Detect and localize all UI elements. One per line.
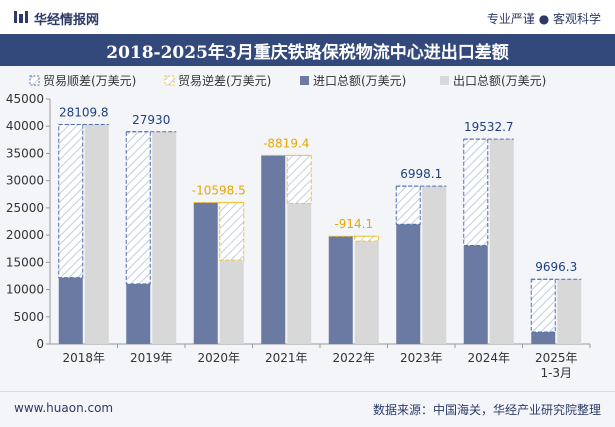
x-tick-label: 2018年 <box>62 351 105 365</box>
bar-export <box>489 139 514 344</box>
legend-item-import: 进口总额(万美元) <box>300 74 406 88</box>
y-tick-label: 10000 <box>6 283 44 297</box>
bar-import <box>463 245 488 344</box>
x-tick-label: 2023年 <box>400 351 443 365</box>
bar-deficit <box>286 154 312 204</box>
bar-export <box>84 124 109 344</box>
balance-boxes: 28109.8 27930 -10598.5 -8819.4 -914.1 6998.1 1… <box>58 106 582 333</box>
balance-value-label: 27930 <box>132 113 170 127</box>
bar-export <box>354 241 379 344</box>
bar-deficit <box>219 201 245 261</box>
website-link[interactable]: www.huaon.com <box>14 401 114 415</box>
bar-import <box>396 224 421 344</box>
slogan: 专业严谨 ● 客观科学 <box>486 12 601 26</box>
x-tick-label: 2020年 <box>197 351 240 365</box>
balance-value-label: 28109.8 <box>59 106 109 120</box>
x-tick-label: 2022年 <box>332 351 375 365</box>
y-tick-label: 0 <box>36 337 44 351</box>
legend-label-import: 进口总额(万美元) <box>313 74 406 88</box>
bar-import <box>261 155 286 344</box>
x-tick-label: 2021年 <box>265 351 308 365</box>
bar-surplus <box>58 124 84 279</box>
y-tick-label: 45000 <box>6 92 44 106</box>
legend-swatch-export <box>440 76 449 85</box>
footer-divider <box>0 391 615 392</box>
bar-surplus <box>125 131 151 285</box>
legend-swatch-deficit <box>164 75 175 86</box>
bar-export <box>219 260 244 344</box>
chart-title: 2018-2025年3月重庆铁路保税物流中心进出口差额 <box>106 43 509 63</box>
bar-deficit <box>354 235 380 242</box>
balance-value-label: -914.1 <box>334 217 373 231</box>
legend-label-deficit: 贸易逆差(万美元) <box>178 73 271 88</box>
bar-export <box>287 203 312 344</box>
y-tick-label: 30000 <box>6 174 44 188</box>
x-tick-label: 2019年 <box>130 351 173 365</box>
legend-label-surplus: 贸易顺差(万美元) <box>43 74 136 88</box>
x-tick-label: 2025年 1-3月 <box>535 351 578 380</box>
chart-legend: 贸易顺差(万美元) 贸易逆差(万美元) 进口总额(万美元) 出口总额(万美元) <box>29 73 546 88</box>
bar-export <box>422 186 447 344</box>
legend-label-export: 出口总额(万美元) <box>453 74 546 88</box>
data-source: 数据来源：中国海关，华经产业研究院整理 <box>372 403 601 417</box>
brand-name: 华经情报网 <box>34 13 100 28</box>
y-axis: 0 5000 10000 15000 20000 25000 30000 35000 40000… <box>6 92 51 351</box>
y-tick-label: 15000 <box>6 255 44 269</box>
y-tick-label: 40000 <box>6 119 44 133</box>
bar-export <box>557 279 582 344</box>
legend-item-deficit: 贸易逆差(万美元) <box>164 73 271 88</box>
bars <box>58 124 582 344</box>
y-tick-label: 25000 <box>6 201 44 215</box>
legend-swatch-import <box>300 76 309 85</box>
bar-import <box>193 202 218 344</box>
bar-import <box>531 332 556 344</box>
bar-surplus <box>530 278 556 333</box>
balance-value-label: -8819.4 <box>263 136 309 150</box>
balance-value-label: 19532.7 <box>464 120 514 134</box>
x-tick-label: 2024年 <box>467 351 510 365</box>
bar-chart: 贸易顺差(万美元) 贸易逆差(万美元) 进口总额(万美元) 出口总额(万美元) 0 50… <box>6 73 591 380</box>
top-bar: 华经情报网 专业严谨 ● 客观科学 <box>0 0 615 34</box>
balance-value-label: 6998.1 <box>400 167 442 181</box>
legend-swatch-surplus <box>29 75 40 86</box>
bar-export <box>152 131 177 344</box>
x-axis: 2018年 2019年 2020年 2021年 2022年 2023年 2024年 2025年… <box>50 343 591 380</box>
logo-icon <box>14 11 28 23</box>
bar-import <box>58 277 83 344</box>
y-tick-label: 20000 <box>6 228 44 242</box>
bar-surplus <box>395 185 421 225</box>
title-bar <box>0 34 615 66</box>
balance-value-label: -10598.5 <box>192 183 246 197</box>
legend-item-export: 出口总额(万美元) <box>440 74 546 88</box>
bar-import <box>126 283 151 344</box>
bar-import <box>328 236 353 344</box>
balance-value-label: 9696.3 <box>535 260 577 274</box>
y-tick-label: 35000 <box>6 146 44 160</box>
bar-surplus <box>463 138 489 246</box>
y-tick-label: 5000 <box>13 310 44 324</box>
legend-item-surplus: 贸易顺差(万美元) <box>29 74 136 88</box>
